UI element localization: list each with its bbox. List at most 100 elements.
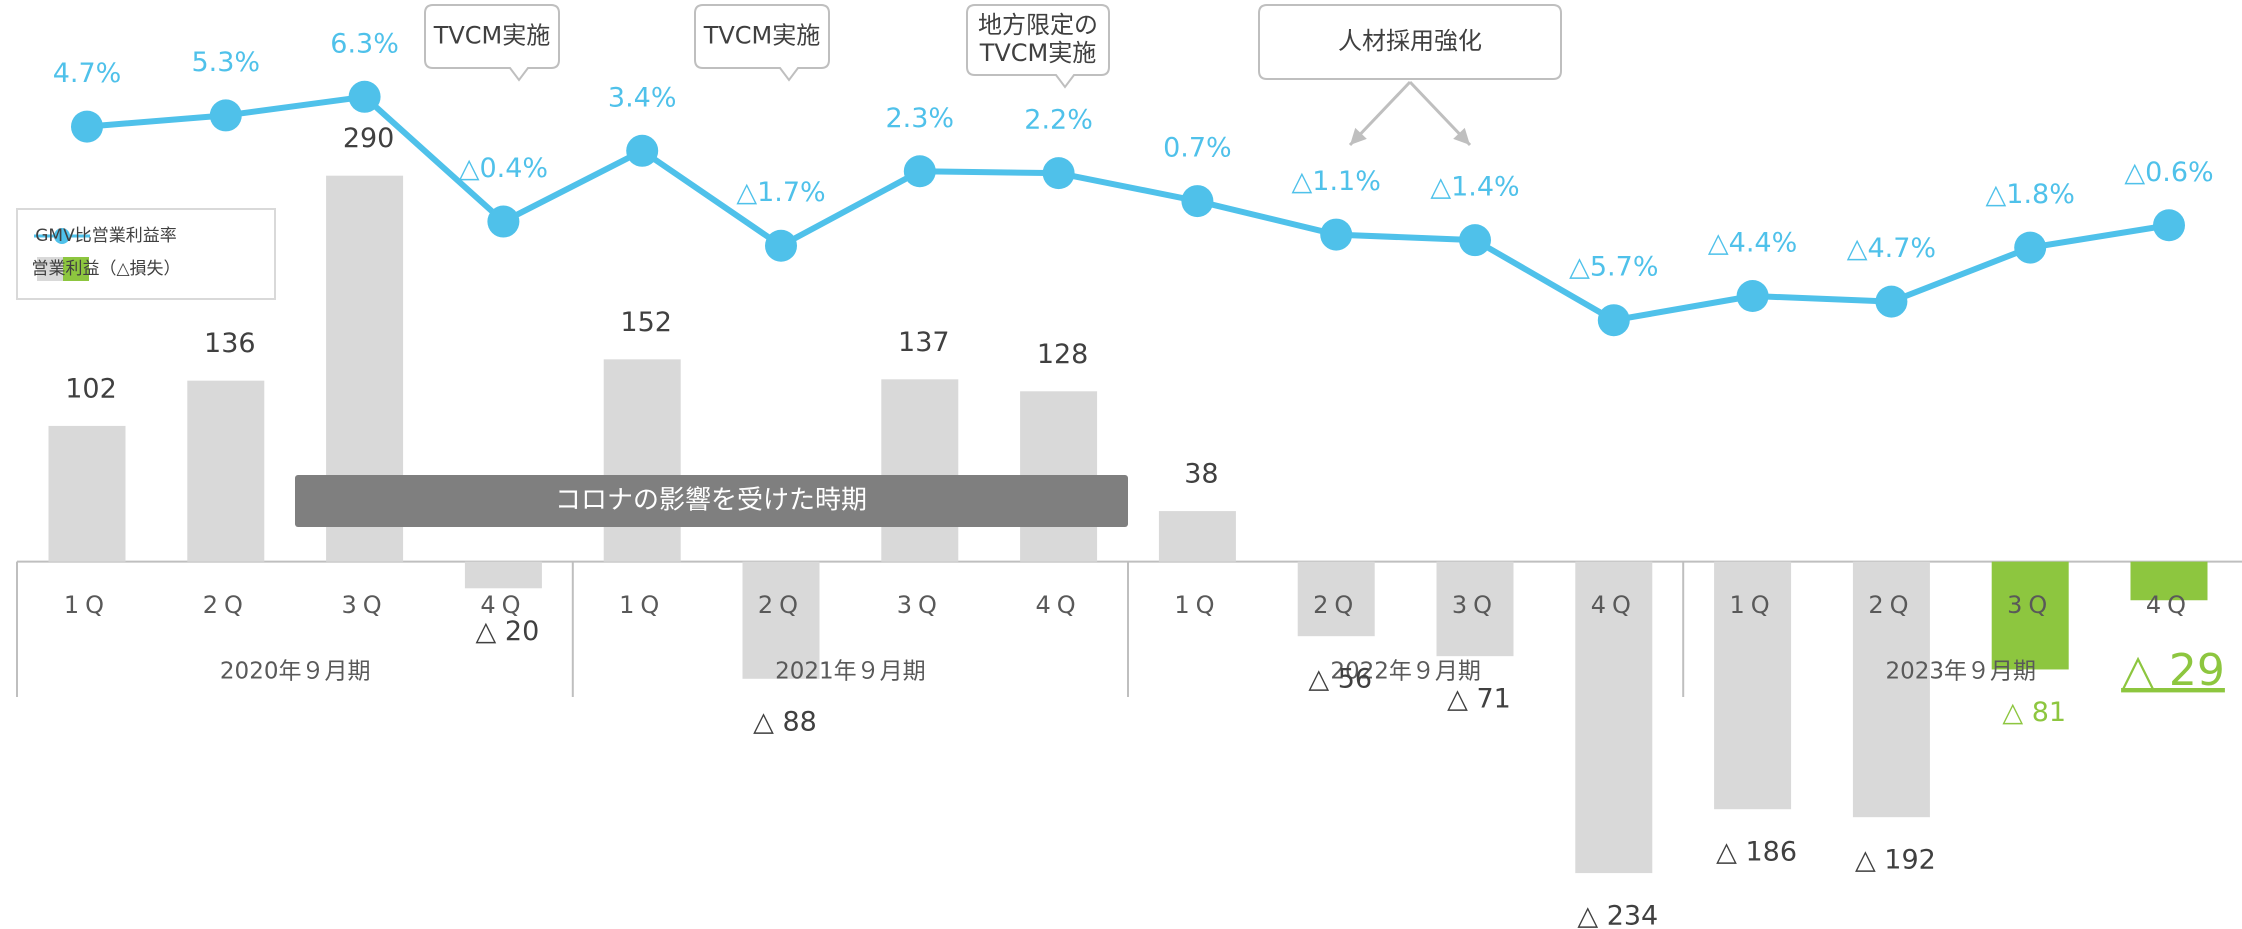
legend-swatch (63, 257, 89, 281)
x-tick-label: 1Q (619, 591, 665, 619)
line-point (765, 229, 797, 262)
line-point (1597, 304, 1630, 337)
x-tick-label: 1Q (1730, 591, 1776, 619)
bar (1714, 561, 1792, 810)
bar (1158, 511, 1236, 562)
annotation-text: TVCM実施 (979, 39, 1097, 67)
line-point (2014, 231, 2047, 264)
bar-value-label: △ 88 (753, 706, 817, 737)
legend-box (16, 208, 276, 300)
line-point (1459, 224, 1491, 257)
annotation-box (424, 4, 560, 82)
bar-value-label: △ 186 (1716, 837, 1797, 868)
bar-value-label: 290 (343, 123, 395, 154)
annotation-box (1258, 4, 1562, 80)
x-tick-label: 3Q (897, 591, 943, 619)
line-point (487, 205, 520, 238)
line-point (1736, 280, 1769, 313)
bar (603, 359, 681, 562)
x-tick-label: 3Q (1452, 591, 1498, 619)
line-value-label: 0.7% (1163, 133, 1232, 164)
x-tick-label: 3Q (2007, 591, 2053, 619)
line-value-label: △0.6% (2124, 157, 2213, 188)
banner-text: コロナの影響を受けた時期 (555, 486, 867, 516)
x-tick-label: 4Q (1591, 591, 1637, 619)
line-point (71, 110, 103, 143)
x-tick-label: 4Q (2146, 591, 2192, 619)
x-tick-label: 2Q (203, 591, 249, 619)
bar-value-label: △ 234 (1577, 901, 1658, 929)
line-point (209, 99, 242, 132)
line-value-label: 2.3% (885, 103, 954, 134)
group-label: 2021年９月期 (775, 659, 926, 685)
line-point (903, 155, 936, 188)
annotation-arrowhead (1350, 127, 1367, 145)
bar-value-label: 136 (204, 328, 256, 359)
bar-value-label: △ 56 (1308, 664, 1372, 695)
line-value-label: △1.8% (1986, 179, 2075, 210)
bar (464, 561, 542, 589)
line-point (1042, 157, 1075, 190)
bar-value-label: △ 81 (2002, 697, 2066, 728)
bar (1575, 561, 1653, 874)
x-tick-label: 3Q (342, 591, 388, 619)
bar (187, 380, 265, 562)
line-point (1320, 218, 1353, 251)
x-tick-label: 2Q (758, 591, 804, 619)
group-label: 2023年９月期 (1886, 659, 2037, 685)
line-value-label: 2.2% (1024, 105, 1093, 136)
x-tick-label: 2Q (1313, 591, 1359, 619)
line-value-label: △5.7% (1569, 252, 1658, 283)
x-tick-label: 4Q (1036, 591, 1082, 619)
annotation-arrowhead (1453, 127, 1470, 145)
annotation-box (694, 4, 830, 82)
legend-swatch (37, 257, 63, 281)
annotation-text: 地方限定の (978, 11, 1098, 39)
legend-label: GMV比営業利益率 (35, 226, 176, 246)
x-tick-label: 1Q (1174, 591, 1220, 619)
x-tick-label: 1Q (64, 591, 110, 619)
bar (1852, 561, 1930, 818)
bar (1436, 561, 1514, 657)
line-value-label: 3.4% (608, 82, 677, 113)
annotation-text: 人材採用強化 (1338, 27, 1482, 55)
annotation-box (966, 4, 1110, 89)
bar (881, 379, 959, 562)
bar (48, 425, 126, 562)
bar-value-label: 102 (65, 373, 117, 404)
line-value-label: 6.3% (330, 28, 399, 59)
line-value-label: △4.4% (1708, 228, 1797, 259)
group-label: 2020年９月期 (220, 659, 371, 685)
line-point (348, 80, 381, 113)
bar-value-label: △ 20 (476, 616, 540, 647)
line-value-label: △0.4% (459, 153, 548, 184)
group-label: 2022年９月期 (1330, 659, 1481, 685)
line-point (1181, 185, 1214, 218)
line-value-label: 4.7% (53, 58, 122, 89)
annotation-text: TVCM実施 (703, 22, 821, 50)
bar-value-label: 137 (898, 327, 950, 358)
annotation-text: TVCM実施 (433, 22, 551, 50)
bar (1991, 561, 2069, 670)
bar-value-label: 152 (620, 307, 672, 338)
line-value-label: △4.7% (1847, 233, 1936, 264)
legend-label: 営業利益（△損失） (31, 259, 180, 279)
bar-value-label: 38 (1184, 459, 1218, 490)
bar-value-label: △ 71 (1447, 684, 1511, 715)
line-value-label: △1.4% (1430, 172, 1519, 203)
line (86, 93, 2170, 324)
bar (1297, 561, 1375, 637)
bar (742, 561, 820, 679)
bar-value-label: 128 (1037, 339, 1089, 370)
line-value-label: △1.7% (736, 177, 825, 208)
banner (295, 475, 1128, 527)
bar (2130, 561, 2208, 601)
line-point (1875, 285, 1908, 318)
legend-marker (54, 228, 70, 244)
bar-value-label: △ 29 (2121, 645, 2225, 696)
line-value-label: △1.1% (1292, 166, 1381, 197)
bar-value-label: △ 192 (1855, 845, 1936, 876)
x-tick-label: 2Q (1868, 591, 1914, 619)
x-tick-label: 4Q (480, 591, 526, 619)
